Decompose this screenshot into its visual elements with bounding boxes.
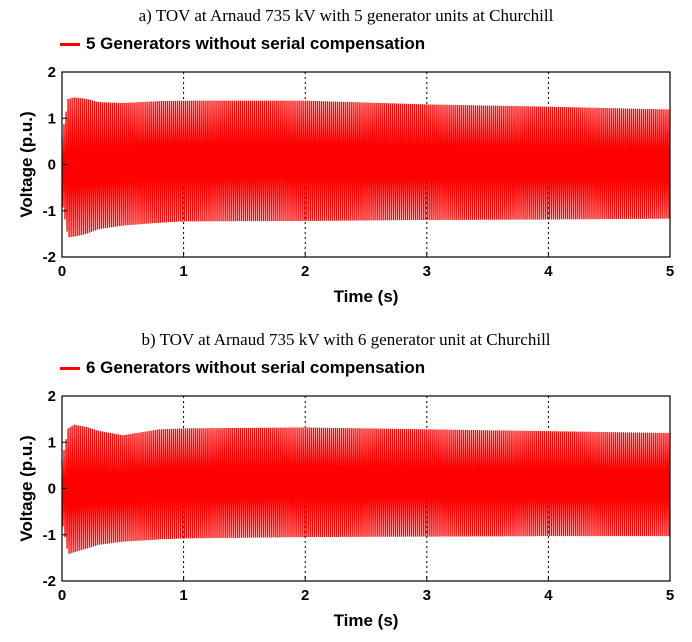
y-tick-label: -2 [43, 249, 56, 266]
x-tick-label: 3 [423, 587, 431, 604]
x-tick-label: 0 [58, 587, 66, 604]
x-tick-label: 0 [58, 263, 66, 280]
chart-panel-a: a) TOV at Arnaud 735 kV with 5 generator… [0, 0, 692, 318]
x-tick-label: 2 [301, 263, 309, 280]
y-axis-title: Voltage (p.u.) [17, 435, 36, 541]
x-tick-label: 3 [423, 263, 431, 280]
legend-swatch [60, 367, 80, 370]
chart-panel-b: b) TOV at Arnaud 735 kV with 6 generator… [0, 324, 692, 642]
x-tick-label: 5 [666, 587, 674, 604]
x-axis-title: Time (s) [334, 611, 399, 630]
chart-title: a) TOV at Arnaud 735 kV with 5 generator… [138, 6, 554, 25]
y-tick-label: 1 [48, 434, 56, 451]
x-tick-label: 1 [179, 263, 187, 280]
x-tick-label: 2 [301, 587, 309, 604]
x-tick-label: 1 [179, 587, 187, 604]
y-tick-label: 1 [48, 110, 56, 127]
y-tick-label: 0 [48, 481, 56, 498]
series-line [61, 424, 671, 554]
x-tick-label: 4 [544, 263, 553, 280]
x-tick-label: 5 [666, 263, 674, 280]
y-tick-label: 0 [48, 157, 56, 174]
y-tick-label: -1 [43, 527, 56, 544]
chart-title: b) TOV at Arnaud 735 kV with 6 generator… [141, 330, 551, 349]
legend-label: 6 Generators without serial compensation [86, 358, 426, 377]
y-tick-label: -2 [43, 573, 56, 590]
series-line [61, 97, 671, 238]
legend-label: 5 Generators without serial compensation [86, 34, 426, 53]
y-tick-label: 2 [48, 64, 56, 81]
y-axis-title: Voltage (p.u.) [17, 111, 36, 217]
x-axis-title: Time (s) [334, 287, 399, 306]
y-tick-label: -1 [43, 203, 56, 220]
y-tick-label: 2 [48, 388, 56, 405]
legend-swatch [60, 43, 80, 46]
x-tick-label: 4 [544, 587, 553, 604]
